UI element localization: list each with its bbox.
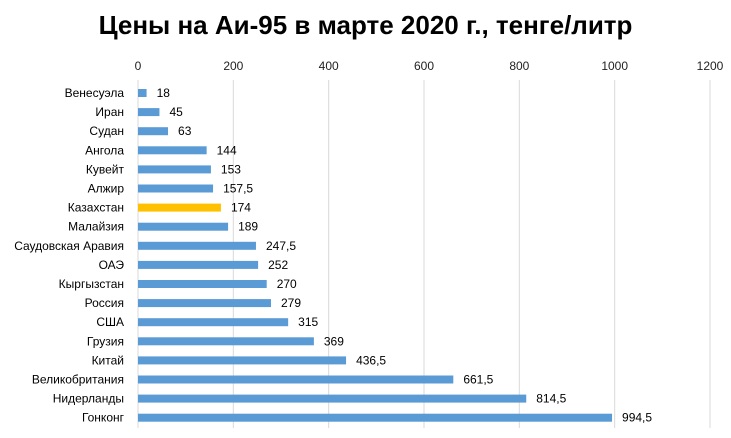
grid-lines	[137, 80, 711, 428]
x-tick-label: 800	[509, 59, 529, 73]
category-label: Китай	[92, 353, 124, 367]
bar	[138, 146, 207, 155]
data-label: 279	[281, 296, 301, 310]
bar	[138, 184, 214, 193]
bar	[138, 127, 169, 136]
data-label: 252	[268, 258, 288, 272]
bar	[138, 165, 211, 174]
x-tick-label: 400	[319, 59, 339, 73]
x-tick-label: 1200	[697, 59, 724, 73]
category-label: Грузия	[87, 334, 124, 348]
category-label: Россия	[85, 296, 124, 310]
x-axis-ticks: 0 200 400 600 800 1000 1200	[135, 59, 724, 73]
bar	[138, 89, 147, 97]
data-label: 63	[178, 124, 192, 138]
bar	[138, 108, 160, 117]
category-label: Судан	[89, 124, 124, 138]
bar	[138, 394, 527, 403]
bar	[138, 318, 289, 327]
category-label: Казахстан	[68, 201, 124, 215]
x-tick-label: 600	[414, 59, 434, 73]
category-label: Кыргызстан	[59, 277, 124, 291]
category-label: Гонконг	[82, 411, 125, 425]
category-label: Нидерланды	[53, 392, 124, 406]
bar	[138, 280, 267, 288]
bar	[138, 222, 229, 231]
category-label: Иран	[95, 105, 124, 119]
data-label: 270	[277, 277, 297, 291]
data-label: 661,5	[463, 373, 493, 387]
data-label: 814,5	[536, 392, 566, 406]
category-label: Ангола	[85, 143, 124, 157]
bar	[138, 413, 613, 422]
bar	[138, 375, 454, 384]
data-label: 994,5	[622, 411, 652, 425]
category-label: Венесуэла	[65, 86, 125, 100]
category-label: Кувейт	[86, 162, 125, 176]
category-label: ОАЭ	[99, 258, 125, 272]
data-label: 45	[169, 105, 183, 119]
bar	[138, 241, 256, 250]
data-label: 315	[298, 315, 318, 329]
chart-title: Цены на Аи-95 в марте 2020 г., тенге/лит…	[98, 10, 633, 40]
category-label: Малайзия	[68, 220, 124, 234]
data-label: 157,5	[223, 182, 253, 196]
data-label: 153	[221, 162, 241, 176]
data-label: 18	[157, 86, 171, 100]
data-label: 144	[217, 143, 237, 157]
bar	[138, 337, 314, 346]
data-label: 174	[231, 201, 251, 215]
category-label: США	[96, 315, 124, 329]
x-tick-label: 200	[223, 59, 243, 73]
bars	[138, 89, 613, 422]
x-tick-label: 0	[135, 59, 142, 73]
bar	[138, 203, 221, 212]
data-label: 369	[324, 334, 344, 348]
data-label: 436,5	[356, 353, 386, 367]
category-label: Саудовская Аравия	[14, 239, 124, 253]
bar	[138, 356, 347, 365]
bar	[138, 260, 259, 269]
data-label: 247,5	[266, 239, 296, 253]
bar	[138, 299, 271, 308]
data-labels: 18 45 63 144 153 157,5 174 189 247,5 252 270 279 315…	[157, 86, 653, 425]
y-axis-categories: Венесуэла Иран Судан Ангола Кувейт Алжир Казах…	[14, 86, 124, 425]
category-label: Великобритания	[32, 373, 124, 387]
category-label: Алжир	[88, 182, 125, 196]
data-label: 189	[238, 220, 258, 234]
x-tick-label: 1000	[601, 59, 628, 73]
